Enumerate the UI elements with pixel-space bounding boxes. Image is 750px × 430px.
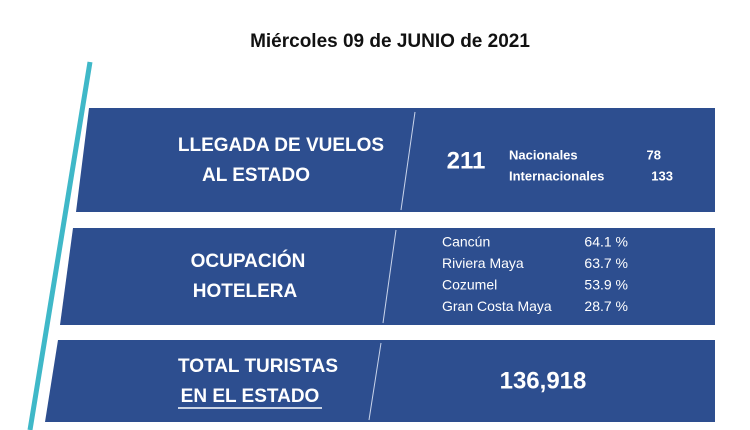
panel (76, 108, 715, 212)
divider (368, 342, 382, 421)
title: Miércoles 09 de JUNIO de 2021 (250, 31, 530, 52)
panel-label: HOTELERA (193, 281, 298, 302)
item-name: Cancún (442, 234, 490, 250)
item-value: 28.7 % (584, 298, 628, 314)
panel-label: AL ESTADO (202, 165, 310, 186)
panel (60, 228, 715, 325)
total: 211 (447, 147, 486, 174)
item-name: Nacionales (509, 147, 578, 162)
item-value: 78 (647, 147, 661, 162)
panel-label: OCUPACIÓN (191, 250, 306, 272)
item-name: Riviera Maya (442, 255, 524, 271)
panel (45, 340, 715, 422)
item-value: 63.7 % (584, 255, 628, 271)
total: 136,918 (500, 367, 587, 394)
item-value: 53.9 % (584, 277, 628, 293)
occupancy-list: Cancún 64.1 % Riviera Maya 63.7 % Cozumel 53.… (442, 234, 628, 315)
accent-line (27, 61, 93, 430)
panel-label: LLEGADA DE VUELOS (178, 135, 384, 156)
item-value: 133 (651, 168, 673, 183)
divider (400, 111, 416, 211)
divider (382, 229, 397, 324)
item-value: 64.1 % (584, 234, 628, 250)
item-name: Cozumel (442, 277, 497, 293)
item-name: Gran Costa Maya (442, 298, 552, 314)
panel-label: EN EL ESTADO (181, 386, 320, 407)
panel-label: TOTAL TURISTAS (178, 356, 338, 377)
item-name: Internacionales (509, 168, 604, 183)
